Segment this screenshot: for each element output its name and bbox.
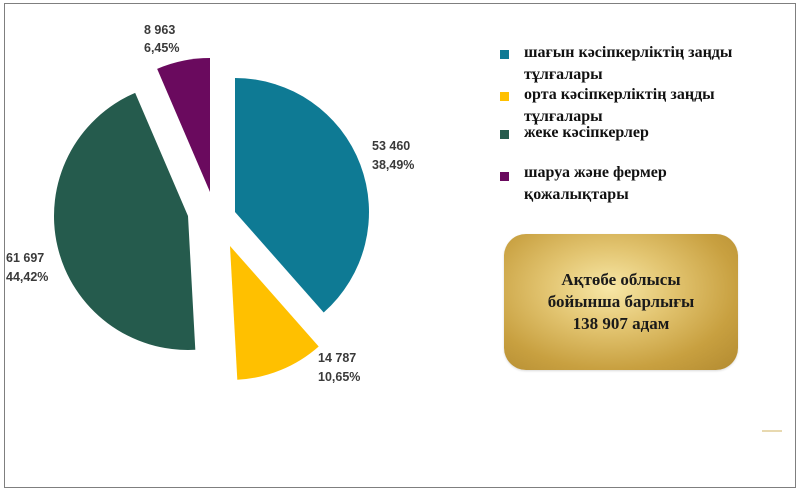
decorative-mark: [762, 430, 782, 432]
data-label-value-farms: 8 963: [144, 23, 175, 37]
data-label-value-medium-business: 14 787: [318, 351, 356, 365]
data-label-value-individual-entrepreneurs: 61 697: [6, 251, 44, 265]
legend-swatch-medium-business: [500, 92, 509, 101]
total-line-count: 138 907 адам: [572, 314, 670, 333]
legend-label-individual-entrepreneurs: жеке кәсіпкерлер: [524, 124, 649, 141]
total-line-overall: бойынша барлығы: [547, 292, 695, 311]
legend-label-farms: шаруа және фермер қожалықтары: [524, 164, 667, 203]
data-label-value-small-business: 53 460: [372, 139, 410, 153]
legend-swatch-farms: [500, 172, 509, 181]
legend-swatch-small-business: [500, 50, 509, 59]
total-summary-box: Ақтөбе облысы бойынша барлығы 138 907 ад…: [504, 234, 738, 370]
total-summary-text: Ақтөбе облысы бойынша барлығы 138 907 ад…: [521, 269, 721, 335]
data-label-percent-medium-business: 10,65%: [318, 370, 360, 384]
total-line-region: Ақтөбе облысы: [561, 270, 681, 289]
pie-slice-farms: [157, 57, 210, 192]
pie-slice-medium-business: [230, 246, 319, 380]
legend-swatch-individual-entrepreneurs: [500, 130, 509, 139]
pie-slice-individual-entrepreneurs: [53, 92, 196, 350]
pie-slice-small-business: [235, 78, 369, 313]
data-label-percent-farms: 6,45%: [144, 41, 179, 55]
data-label-percent-small-business: 38,49%: [372, 158, 414, 172]
legend-label-small-business: шағын кәсіпкерліктің заңды тұлғалары: [524, 44, 733, 83]
legend-label-medium-business: орта кәсіпкерліктің заңды тұлғалары: [524, 86, 715, 125]
data-label-percent-individual-entrepreneurs: 44,42%: [6, 270, 48, 284]
